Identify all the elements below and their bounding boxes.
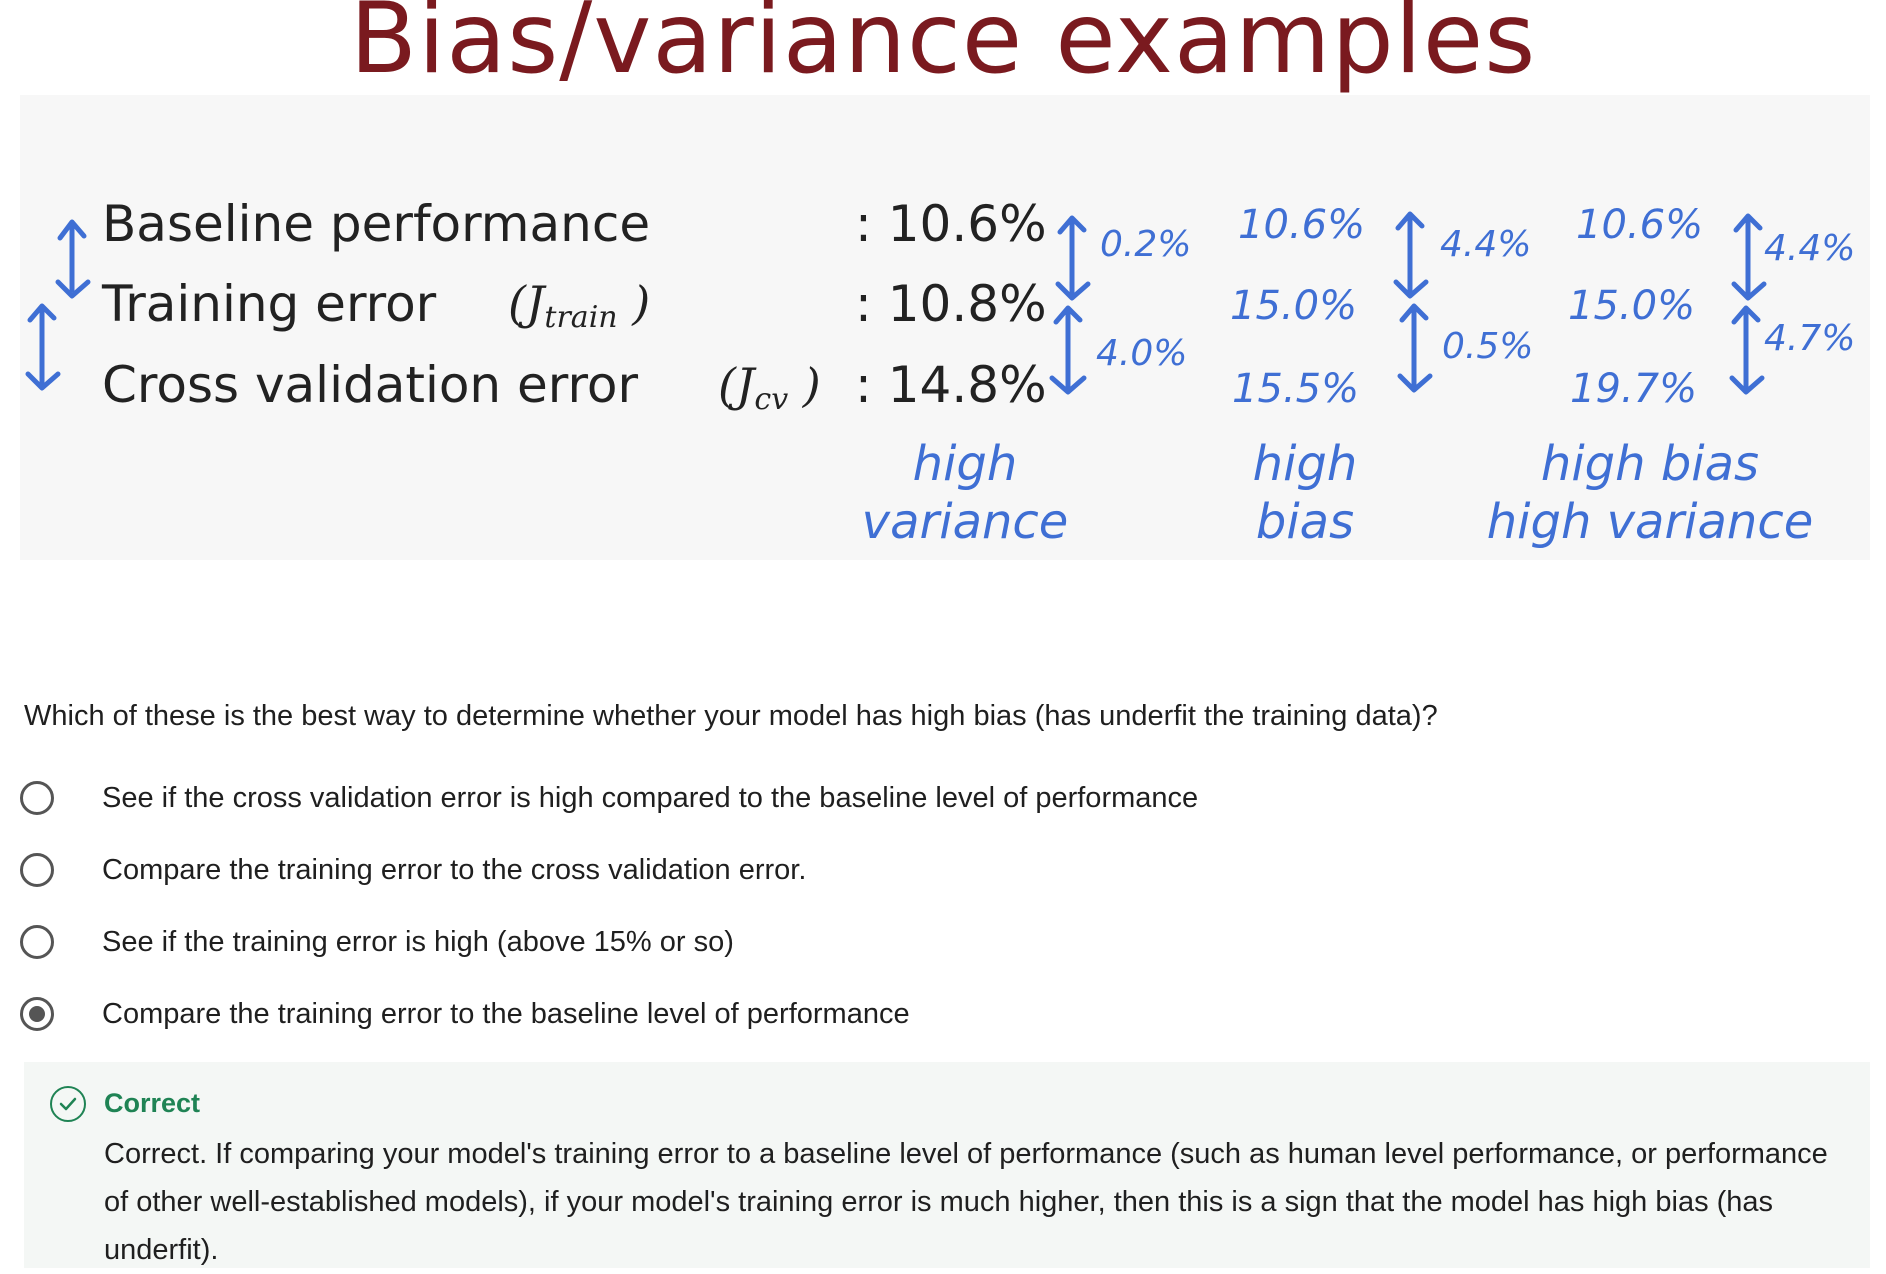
example3-arrow-top xyxy=(1731,213,1767,301)
example3-value-training: 15.0% xyxy=(1568,283,1696,329)
row-value-baseline: : 10.6% xyxy=(855,195,1047,253)
option-label: Compare the training error to the baseli… xyxy=(102,997,910,1030)
example3-gap2: 4.7% xyxy=(1764,318,1856,359)
check-mark xyxy=(59,1097,77,1111)
feedback-box: Correct Correct. If comparing your model… xyxy=(24,1062,1870,1268)
example1-label-line2: variance xyxy=(861,494,1069,550)
example3-value-cv: 19.7% xyxy=(1570,366,1698,412)
row-label-training: Training error xyxy=(102,275,437,333)
example2-arrow-bottom xyxy=(1397,303,1433,393)
gap-arrows xyxy=(25,211,1767,395)
example1-arrow-bottom xyxy=(1049,305,1087,395)
example1-label-line1: high xyxy=(912,436,1018,492)
option-label: See if the training error is high (above… xyxy=(102,925,734,958)
radio-button[interactable] xyxy=(20,853,54,887)
example2-value-baseline: 10.6% xyxy=(1238,202,1366,248)
example2-label: high bias xyxy=(1200,435,1410,551)
example1-label: high variance xyxy=(850,435,1080,551)
row-label-cv: Cross validation error xyxy=(102,356,639,414)
option-train-vs-cv[interactable]: Compare the training error to the cross … xyxy=(20,848,806,892)
symbol-jtrain-main: J xyxy=(525,276,545,330)
example3-label: high bias high variance xyxy=(1470,435,1830,551)
row-value-training: : 10.8% xyxy=(855,275,1047,333)
symbol-jtrain-sub: train xyxy=(544,300,618,335)
option-train-high[interactable]: See if the training error is high (above… xyxy=(20,920,734,964)
question-text: Which of these is the best way to determ… xyxy=(24,700,1438,732)
margin-arrow-bottom xyxy=(25,303,61,391)
symbol-jcv: (Jcv ) xyxy=(718,358,821,417)
example1-arrow-top xyxy=(1055,215,1091,301)
option-cv-vs-baseline[interactable]: See if the cross validation error is hig… xyxy=(20,776,1198,820)
example3-label-line2: high variance xyxy=(1486,494,1814,550)
example1-gap1: 0.2% xyxy=(1100,224,1192,265)
option-label: Compare the training error to the cross … xyxy=(102,853,807,886)
example3-value-baseline: 10.6% xyxy=(1576,202,1704,248)
feedback-text: Correct. If comparing your model's train… xyxy=(104,1138,1828,1266)
radio-button[interactable] xyxy=(20,781,54,815)
example2-gap2: 0.5% xyxy=(1442,326,1534,367)
row-label-baseline: Baseline performance xyxy=(102,195,651,253)
example1-gap2: 4.0% xyxy=(1096,333,1188,374)
example2-gap1: 4.4% xyxy=(1440,224,1532,265)
slide-image: Bias/variance examples Baseline performa… xyxy=(0,0,1886,560)
example2-label-line1: high xyxy=(1252,436,1358,492)
symbol-jcv-main: J xyxy=(735,358,755,412)
option-label: See if the cross validation error is hig… xyxy=(102,781,1199,814)
row-value-cv: : 14.8% xyxy=(855,356,1047,414)
symbol-jcv-sub: cv xyxy=(754,382,789,417)
example2-value-cv: 15.5% xyxy=(1232,366,1360,412)
option-train-vs-baseline[interactable]: Compare the training error to the baseli… xyxy=(20,992,910,1036)
example2-value-training: 15.0% xyxy=(1230,283,1358,329)
example3-arrow-bottom xyxy=(1729,305,1765,395)
slide-panel xyxy=(20,95,1870,560)
example2-arrow-top xyxy=(1393,211,1429,299)
feedback-status: Correct xyxy=(104,1088,201,1118)
symbol-jtrain: (Jtrain ) xyxy=(508,276,651,335)
example3-label-line1: high bias xyxy=(1540,436,1760,492)
margin-arrow-top xyxy=(55,219,91,299)
radio-button[interactable] xyxy=(20,925,54,959)
example2-label-line2: bias xyxy=(1255,494,1355,550)
example3-gap1: 4.4% xyxy=(1764,228,1856,269)
slide-title: Bias/variance examples xyxy=(349,0,1537,96)
check-circle-icon xyxy=(50,1086,86,1122)
radio-button-selected[interactable] xyxy=(20,997,54,1031)
